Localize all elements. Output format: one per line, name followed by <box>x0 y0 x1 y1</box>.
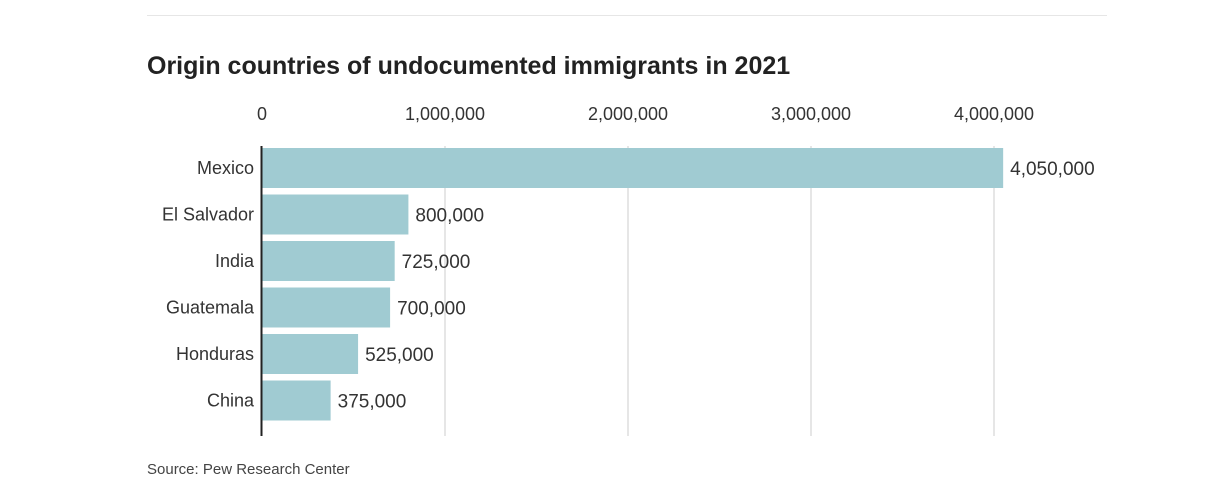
data-label: 4,050,000 <box>1010 159 1095 180</box>
gridlines <box>444 146 995 436</box>
bar <box>262 287 391 328</box>
x-tick-label: 4,000,000 <box>954 104 1034 124</box>
bar <box>262 194 409 235</box>
bar <box>262 380 331 421</box>
category-label: Guatemala <box>166 298 255 318</box>
bar <box>262 148 1004 188</box>
data-label: 700,000 <box>397 299 466 320</box>
top-divider <box>147 15 1107 16</box>
x-tick-label: 3,000,000 <box>771 104 851 124</box>
x-tick-label: 2,000,000 <box>588 104 668 124</box>
bar <box>262 334 359 374</box>
x-axis-ticks: 0 1,000,000 2,000,000 3,000,000 4,000,000 <box>257 104 1034 124</box>
category-label: El Salvador <box>162 205 254 225</box>
x-tick-label: 1,000,000 <box>405 104 485 124</box>
data-label: 800,000 <box>415 206 484 227</box>
x-tick-label: 0 <box>257 104 267 124</box>
category-label: Mexico <box>197 158 254 178</box>
category-label: India <box>215 251 255 271</box>
value-labels: 4,050,000 800,000 725,000 700,000 525,000 375… <box>338 159 1095 413</box>
chart-title: Origin countries of undocumented immigra… <box>147 52 791 80</box>
data-label: 375,000 <box>338 392 407 413</box>
category-label: Honduras <box>176 344 254 364</box>
data-label: 525,000 <box>365 345 434 366</box>
category-label: China <box>207 391 255 411</box>
data-label: 725,000 <box>402 252 471 273</box>
category-labels: Mexico El Salvador India Guatemala Honduras C… <box>162 158 255 411</box>
source-note: Source: Pew Research Center <box>147 461 350 478</box>
bar <box>262 241 395 281</box>
bars <box>262 148 1004 421</box>
